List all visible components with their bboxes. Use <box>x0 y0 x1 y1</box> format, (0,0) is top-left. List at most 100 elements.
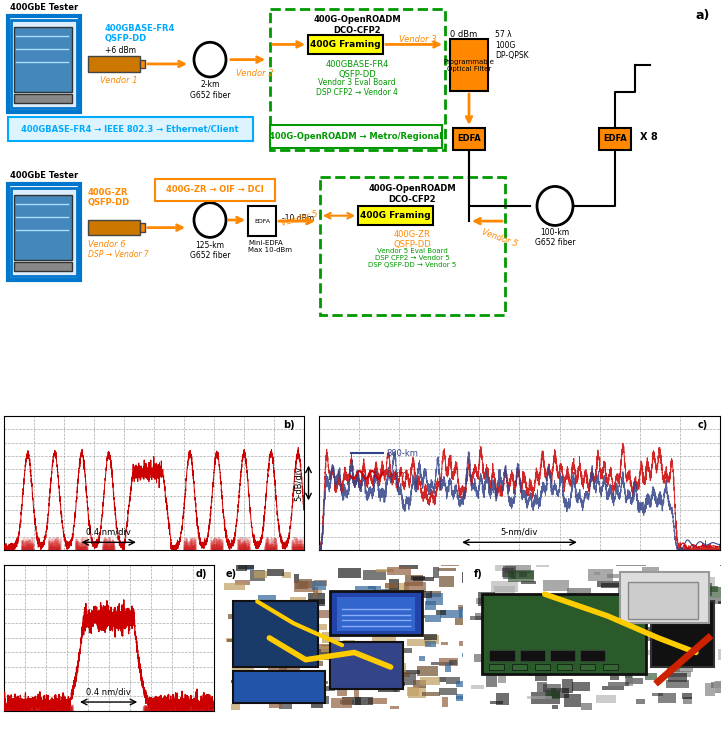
Bar <box>239 652 255 660</box>
Bar <box>340 700 354 703</box>
Bar <box>631 650 653 655</box>
Bar <box>535 675 547 681</box>
Bar <box>346 590 352 597</box>
Text: 5-nm/div: 5-nm/div <box>501 528 538 537</box>
Text: Vendor 5: Vendor 5 <box>481 227 519 249</box>
Bar <box>652 693 663 696</box>
Bar <box>521 581 536 584</box>
Bar <box>376 569 394 572</box>
Bar <box>710 682 723 688</box>
Bar <box>237 559 248 571</box>
Bar <box>439 677 445 682</box>
Bar <box>689 577 715 588</box>
Bar <box>610 669 618 680</box>
Bar <box>397 593 409 604</box>
Bar <box>265 692 277 701</box>
Bar <box>445 663 452 672</box>
Bar <box>460 607 479 618</box>
Bar <box>232 704 240 710</box>
Bar <box>245 634 264 642</box>
Bar <box>557 664 573 670</box>
Bar <box>545 597 552 602</box>
Bar <box>426 593 442 605</box>
Bar <box>402 599 418 609</box>
Bar <box>298 616 314 623</box>
Bar <box>305 695 329 704</box>
Bar <box>667 660 681 672</box>
Bar <box>233 677 254 684</box>
Bar <box>290 597 306 605</box>
Text: e): e) <box>226 569 237 580</box>
Text: Vendor 2: Vendor 2 <box>236 69 274 79</box>
Bar <box>254 557 276 565</box>
Bar <box>306 630 312 639</box>
Bar <box>455 694 465 698</box>
Bar <box>279 655 287 663</box>
Bar <box>279 663 300 674</box>
Text: X 8: X 8 <box>640 131 657 141</box>
Bar <box>316 590 321 594</box>
Bar <box>478 593 494 606</box>
Bar <box>618 588 648 599</box>
Bar <box>504 621 515 626</box>
Bar <box>492 581 518 591</box>
Text: EDFA: EDFA <box>603 134 627 143</box>
Bar <box>580 664 595 670</box>
Bar <box>372 631 397 641</box>
Bar <box>416 615 425 618</box>
Bar <box>494 561 515 571</box>
Bar <box>438 568 456 571</box>
Text: 0 dBm: 0 dBm <box>450 31 477 39</box>
Text: 100-km
G652 fiber: 100-km G652 fiber <box>535 227 576 247</box>
Bar <box>260 619 281 623</box>
Bar <box>718 649 724 660</box>
Bar <box>502 568 513 577</box>
Bar <box>519 650 547 661</box>
Text: 0.4 nm/div: 0.4 nm/div <box>86 528 131 537</box>
Bar <box>498 599 527 610</box>
Bar <box>641 615 647 623</box>
Bar <box>308 688 316 695</box>
Bar <box>560 668 578 673</box>
Text: 400G-ZR
QSFP-DD: 400G-ZR QSFP-DD <box>393 230 431 249</box>
Bar <box>318 661 324 666</box>
Bar <box>238 558 254 569</box>
Bar <box>453 128 485 149</box>
Bar <box>657 693 675 703</box>
Bar <box>338 568 361 578</box>
Bar <box>358 206 433 225</box>
Bar <box>232 663 254 671</box>
Bar <box>715 681 723 693</box>
Bar <box>442 555 459 566</box>
Bar <box>294 574 300 582</box>
Bar <box>295 630 316 636</box>
Bar <box>677 576 697 584</box>
Bar <box>394 673 416 685</box>
Bar <box>521 557 544 566</box>
Bar <box>14 262 72 271</box>
Bar <box>552 705 558 709</box>
Bar <box>441 642 448 644</box>
Bar <box>602 687 623 690</box>
Text: 400GbE Tester: 400GbE Tester <box>10 171 78 180</box>
Bar <box>408 687 426 698</box>
Bar <box>547 657 573 665</box>
Bar <box>390 706 399 709</box>
Bar <box>343 643 353 651</box>
Bar <box>333 590 355 597</box>
Bar <box>407 639 431 646</box>
Bar <box>494 634 504 647</box>
Bar <box>565 655 584 669</box>
Bar <box>235 642 251 647</box>
Bar <box>668 673 687 682</box>
Bar <box>311 697 323 709</box>
Bar <box>282 572 291 579</box>
Bar <box>615 602 640 615</box>
Bar <box>705 683 715 696</box>
Bar <box>387 567 411 575</box>
Bar <box>475 613 497 620</box>
Bar <box>14 94 72 103</box>
Bar <box>253 626 263 637</box>
Bar <box>689 640 699 650</box>
Bar <box>279 701 292 709</box>
